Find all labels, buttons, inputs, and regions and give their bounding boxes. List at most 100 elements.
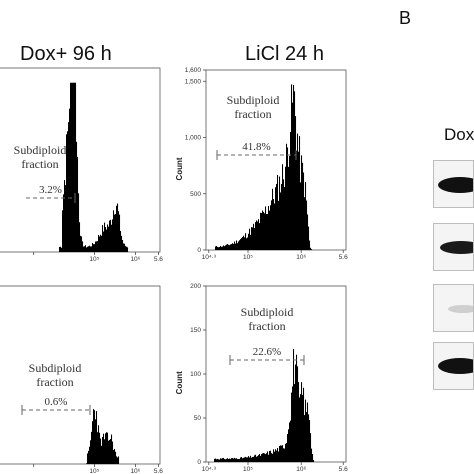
histogram-bin [259,453,261,462]
histogram-bin [296,150,298,250]
histogram-bin [274,203,276,250]
histogram-bin [97,432,99,464]
histogram-bin [290,131,292,250]
histogram-bin [84,246,86,252]
histogram-bin [258,219,260,250]
blot-strip-3 [433,284,474,332]
histogram-bin [119,214,121,252]
histogram-bin [307,214,309,250]
histogram-bin [106,229,108,252]
histogram-bin [230,244,232,250]
histogram-bin [280,445,282,462]
histogram-bin [285,443,287,462]
histogram-bin [109,220,111,252]
histogram-bin [263,211,265,250]
histogram-bin [64,180,66,252]
histogram-bin [111,434,113,464]
histogram-bin [265,454,267,462]
histogram-bin [80,235,82,252]
histogram-bin [218,247,220,250]
histogram-bin [215,246,217,250]
histogram-bin [59,246,61,252]
histogram-bin [293,84,295,250]
histogram-bin [105,226,107,252]
y-tick-label: 100 [190,371,201,378]
histogram-bin [286,443,288,462]
histogram-bin [304,415,306,462]
histogram-bin [75,82,77,252]
histogram-bin [78,193,80,252]
histogram-bin [275,187,277,250]
histogram-bin [298,151,300,250]
histogram-bin [268,454,270,462]
histogram-bin [236,240,238,250]
histogram-bin [246,457,248,462]
histogram-bin [104,439,106,464]
histogram-bin [262,210,264,250]
y-tick-label: 200 [190,283,201,290]
histogram-bin [233,243,235,250]
histogram-bin [259,223,261,250]
blot-column-label: Dox [444,125,474,144]
histogram-bin [252,227,254,250]
histogram-bin [244,457,246,462]
right-column-title: LiCl 24 h [245,43,324,65]
histogram-bin [226,244,228,250]
histogram-bin [214,458,216,462]
subdiploid-label: Subdiploid [14,143,67,157]
histogram-bin [238,241,240,250]
histogram-bin [88,246,90,252]
histogram-bin [280,192,282,250]
histogram-bin [220,458,222,462]
histogram-bin [240,239,242,250]
histogram-bars [86,409,120,464]
histogram-bin [83,246,85,252]
histogram-bin [123,243,125,252]
histogram-bin [242,458,244,462]
histogram-bars [59,82,129,252]
histogram-bin [241,238,243,250]
histogram-bin [281,445,283,462]
histogram-bin [265,206,267,250]
histogram-bin [254,455,256,462]
histogram-bin [243,235,245,250]
histogram-bin [244,237,246,250]
histogram-bin [309,240,311,250]
histogram-bin [261,454,263,462]
panel-letter-b: B [399,8,412,28]
histogram-bin [122,239,124,252]
histogram-bin [250,455,252,462]
histogram-bin [272,188,274,250]
histogram-bin [107,432,109,464]
histogram-bin [289,422,291,462]
y-tick-label: 0 [197,247,201,254]
histogram-bin [95,241,97,252]
histogram-bin [86,247,88,252]
histogram-bin [126,246,128,252]
histogram-bin [270,450,272,462]
y-tick-label: 500 [190,191,201,198]
histogram-bin [86,463,88,464]
histogram-bin [252,457,254,462]
histogram-bin [215,458,217,462]
histogram-bin [250,234,252,250]
histogram-bin [281,184,283,250]
histogram-bin [242,237,244,250]
histogram-bin [267,451,269,462]
histogram-bin [101,445,103,464]
subdiploid-label: Subdiploid [227,93,280,107]
histogram-bin [225,459,227,462]
histogram-bin [257,221,259,250]
histogram-bin [266,214,268,250]
histogram-bin [104,222,106,252]
y-axis-label: Count [175,157,184,180]
histogram-bin [114,448,116,464]
histogram-bin [292,386,294,462]
histogram-bin [303,387,305,462]
y-tick-label: 1,600 [185,67,202,74]
histogram-bin [251,227,253,250]
histogram-bin [294,91,296,250]
y-tick-label: 1,500 [185,78,202,85]
histogram-bin [81,236,83,252]
x-tick-label: 5.6 [339,466,348,473]
